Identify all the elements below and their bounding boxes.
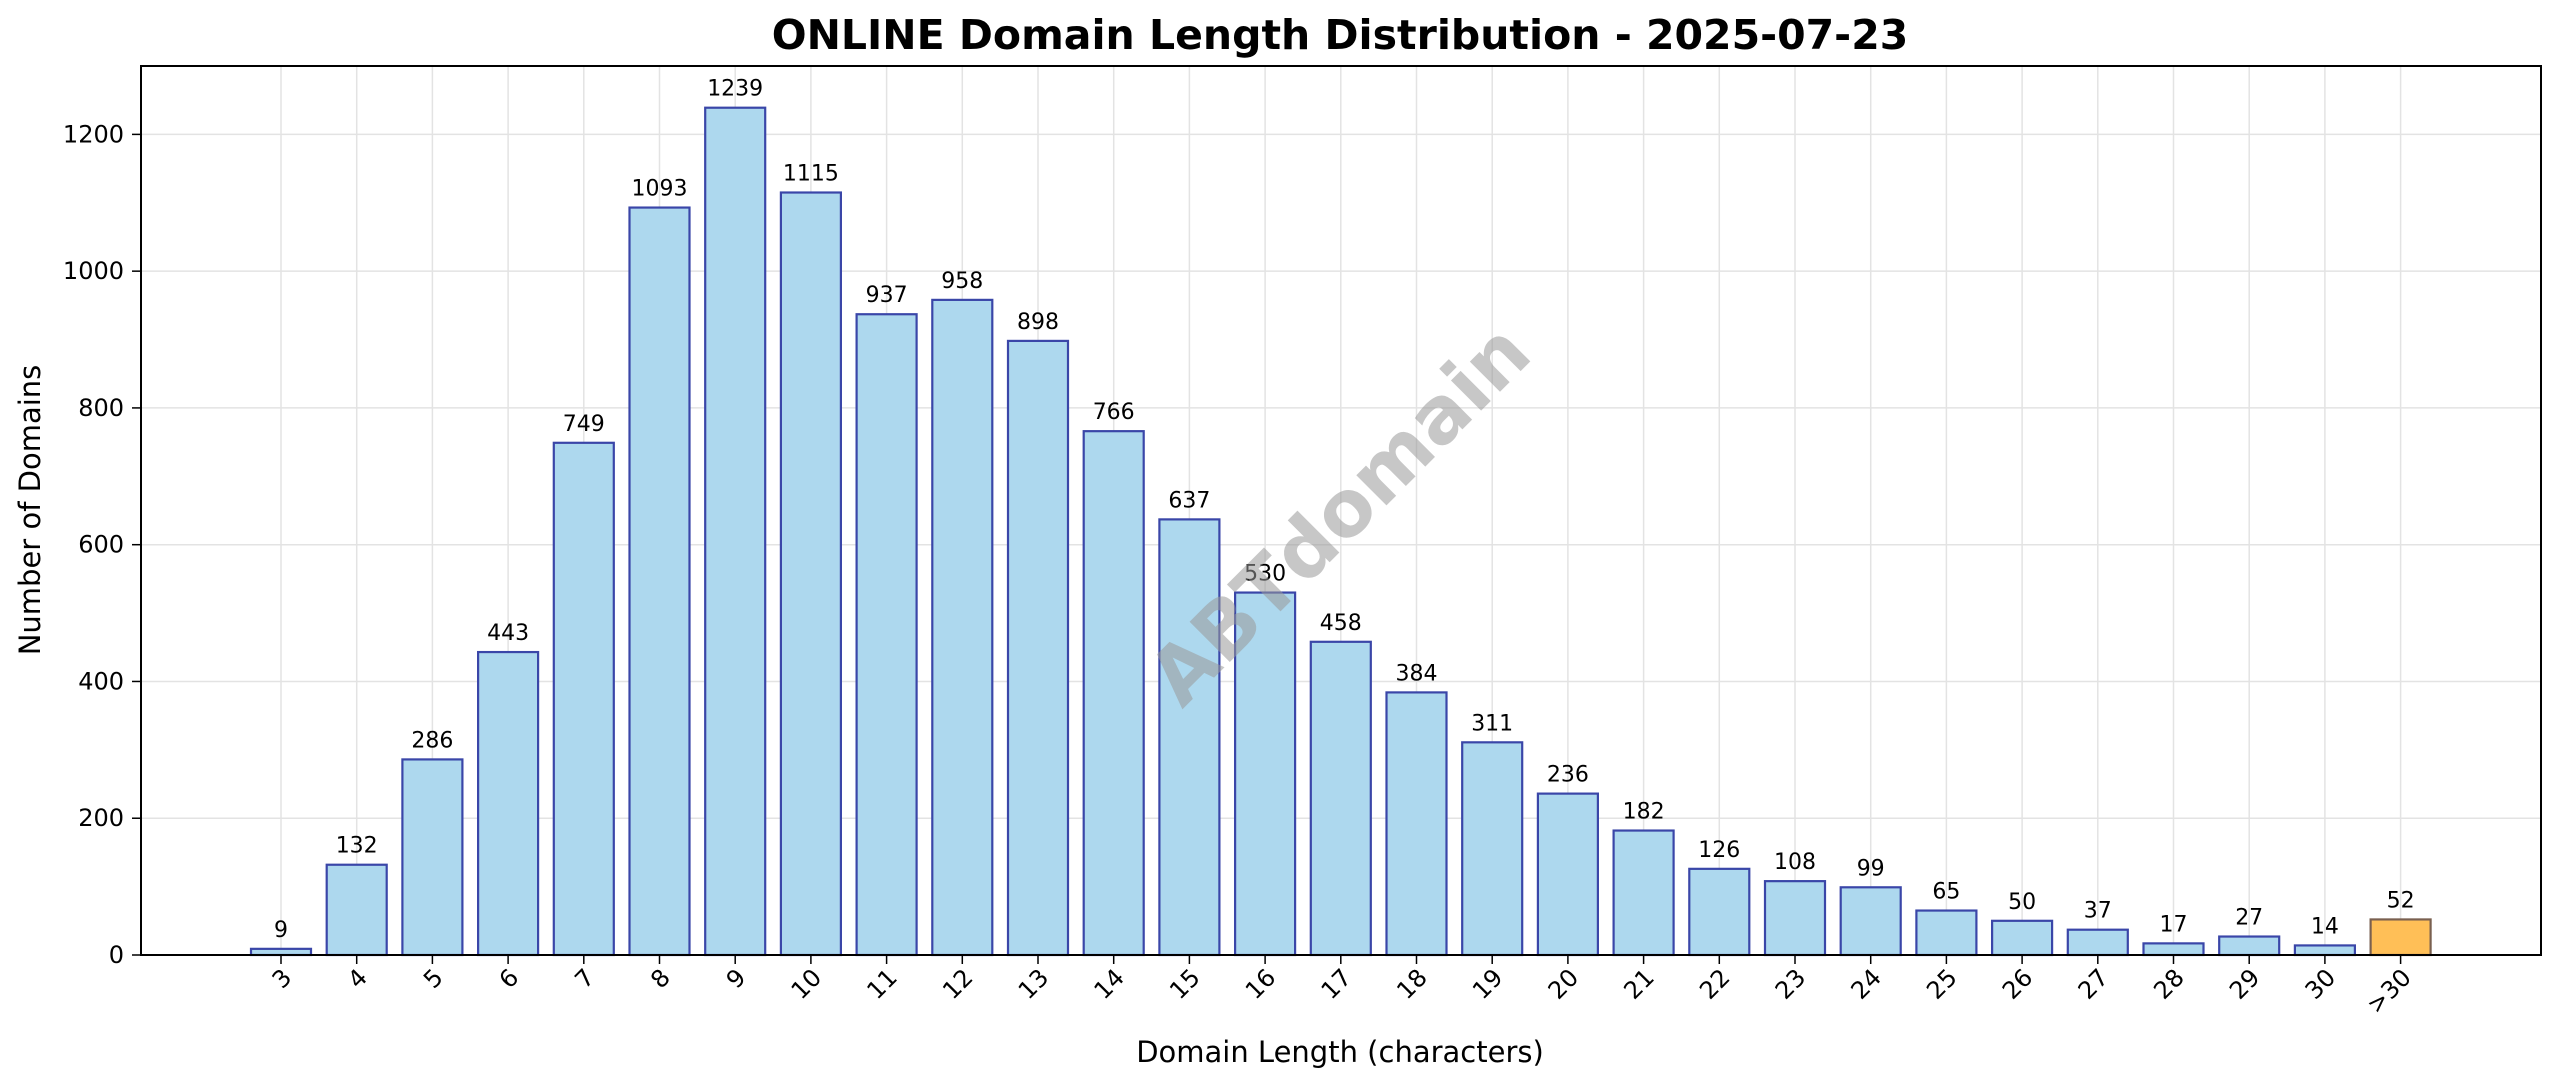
value-label-23: 108 <box>1774 850 1816 875</box>
value-label-12: 958 <box>941 269 983 294</box>
bar-25 <box>1915 909 1978 957</box>
value-label-30: 14 <box>2311 914 2339 939</box>
bar-14 <box>1082 430 1145 957</box>
y-tick-label: 400 <box>78 667 124 695</box>
bar-17 <box>1309 640 1372 957</box>
y-tick-label: 1200 <box>63 120 124 148</box>
bar-19 <box>1461 741 1524 957</box>
value-label-17: 458 <box>1320 611 1362 636</box>
bar-27 <box>2066 928 2129 957</box>
value-label-26: 50 <box>2008 890 2036 915</box>
y-tick-label: 0 <box>109 941 124 969</box>
bar-21 <box>1612 829 1675 957</box>
bar->30 <box>2369 918 2432 957</box>
bar-20 <box>1536 792 1600 957</box>
value-label-15: 637 <box>1168 488 1210 513</box>
bar-22 <box>1688 867 1751 957</box>
value-label-25: 65 <box>1932 880 1960 905</box>
bar-23 <box>1763 880 1827 957</box>
value-label-6: 443 <box>487 621 529 646</box>
bar-8 <box>628 206 691 957</box>
value-label-19: 311 <box>1471 711 1513 736</box>
bar-15 <box>1158 518 1221 957</box>
bar-6 <box>477 650 540 957</box>
bar-12 <box>931 298 994 957</box>
y-axis-label: Number of Domains <box>13 365 47 656</box>
bar-10 <box>779 191 843 957</box>
value-label-7: 749 <box>563 412 605 437</box>
bar-7 <box>552 441 615 957</box>
chart-title: ONLINE Domain Length Distribution - 2025… <box>772 11 1909 59</box>
y-tick-label: 200 <box>78 804 124 832</box>
value-label-5: 286 <box>411 728 453 753</box>
bar-5 <box>401 758 464 957</box>
value-label-10: 1115 <box>783 162 839 187</box>
bar-16 <box>1233 591 1297 957</box>
value-label-13: 898 <box>1017 310 1059 335</box>
x-axis-label: Domain Length (characters) <box>1136 1035 1544 1069</box>
y-tick-label: 600 <box>78 531 124 559</box>
bar-26 <box>1990 919 2054 957</box>
value-label-22: 126 <box>1698 838 1740 863</box>
value-label-14: 766 <box>1093 400 1135 425</box>
bar-29 <box>2218 935 2281 957</box>
value-label-8: 1093 <box>632 177 688 202</box>
value-label-3: 9 <box>274 918 288 943</box>
value-label-9: 1239 <box>707 77 763 102</box>
value-labels: 9 132 286 443 749 1093 1239 1115 937 958 898 766 637… <box>274 77 2415 943</box>
value-label-28: 17 <box>2160 912 2188 937</box>
value-label->30: 52 <box>2387 888 2415 913</box>
bar-28 <box>2142 942 2205 957</box>
y-tick-label: 1000 <box>63 257 124 285</box>
value-label-27: 37 <box>2084 899 2112 924</box>
bar-13 <box>1006 339 1070 957</box>
bars <box>249 106 2432 957</box>
bar-18 <box>1385 691 1448 957</box>
bar-9 <box>704 106 767 957</box>
y-axis-ticks: 0 200 400 600 800 1000 1200 <box>63 120 141 969</box>
value-label-24: 99 <box>1857 856 1885 881</box>
bar-24 <box>1839 886 1902 957</box>
value-label-21: 182 <box>1623 800 1665 825</box>
value-label-18: 384 <box>1396 661 1438 686</box>
bar-30 <box>2293 944 2356 957</box>
value-label-29: 27 <box>2235 906 2263 931</box>
value-label-4: 132 <box>336 834 378 859</box>
bar-11 <box>855 313 918 957</box>
y-tick-label: 800 <box>78 394 124 422</box>
bar-4 <box>325 863 388 957</box>
value-label-20: 236 <box>1547 763 1589 788</box>
value-label-11: 937 <box>866 283 908 308</box>
value-label-16: 530 <box>1244 562 1286 587</box>
